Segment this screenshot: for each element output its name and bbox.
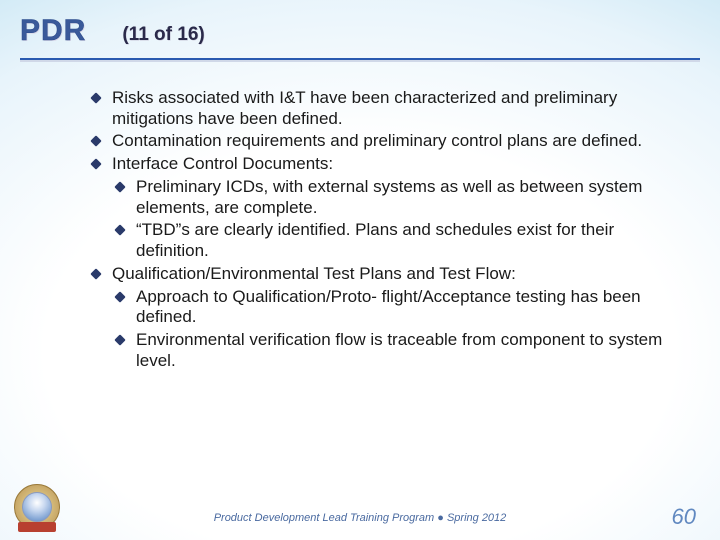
page-subtitle: (11 of 16): [122, 24, 204, 46]
list-item: Approach to Qualification/Proto- flight/…: [112, 287, 680, 328]
footer-text: Product Development Lead Training Progra…: [0, 512, 720, 524]
list-item-text: Preliminary ICDs, with external systems …: [136, 177, 642, 217]
list-item-text: Risks associated with I&T have been char…: [112, 88, 617, 128]
slide-header: PDR (11 of 16): [0, 0, 720, 54]
sub-bullet-list: Preliminary ICDs, with external systems …: [112, 177, 680, 262]
list-item-text: Contamination requirements and prelimina…: [112, 131, 642, 150]
list-item: “TBD”s are clearly identified. Plans and…: [112, 220, 680, 261]
list-item: Risks associated with I&T have been char…: [88, 88, 680, 129]
content-area: Risks associated with I&T have been char…: [0, 62, 720, 372]
list-item: Contamination requirements and prelimina…: [88, 131, 680, 152]
page-number: 60: [672, 504, 696, 530]
list-item: Interface Control Documents: Preliminary …: [88, 154, 680, 262]
seal-inner-globe: [22, 492, 52, 522]
bullet-list: Risks associated with I&T have been char…: [88, 88, 680, 372]
list-item-text: Environmental verification flow is trace…: [136, 330, 662, 370]
page-title: PDR: [20, 14, 86, 48]
list-item-text: “TBD”s are clearly identified. Plans and…: [136, 220, 614, 260]
list-item: Preliminary ICDs, with external systems …: [112, 177, 680, 218]
list-item: Environmental verification flow is trace…: [112, 330, 680, 371]
seal-logo: [14, 484, 60, 530]
list-item: Qualification/Environmental Test Plans a…: [88, 264, 680, 372]
list-item-text: Qualification/Environmental Test Plans a…: [112, 264, 516, 283]
sub-bullet-list: Approach to Qualification/Proto- flight/…: [112, 287, 680, 372]
list-item-text: Interface Control Documents:: [112, 154, 333, 173]
seal-ribbon: [18, 522, 56, 532]
list-item-text: Approach to Qualification/Proto- flight/…: [136, 287, 641, 327]
